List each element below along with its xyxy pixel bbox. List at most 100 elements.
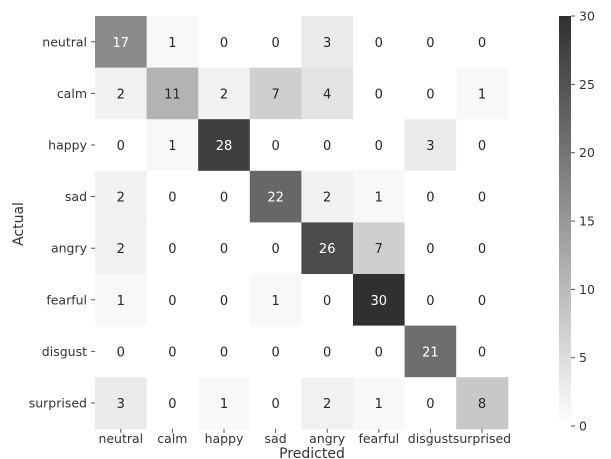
heatmap-cell (95, 16, 148, 69)
heatmap-cell (456, 170, 509, 223)
cell-value-label: 0 (478, 139, 486, 154)
heatmap-cell (353, 170, 406, 223)
cell-value-label: 0 (375, 36, 383, 51)
y-tick-label: surprised (29, 396, 87, 411)
colorbar-tick-label: 30 (579, 9, 595, 24)
colorbar-tick-label: 5 (579, 350, 587, 365)
x-tick-label: angry (309, 431, 346, 446)
heatmap-cell (249, 119, 302, 172)
heatmap-cell (146, 377, 199, 430)
heatmap-cell (198, 16, 251, 69)
heatmap-cell (456, 67, 509, 120)
x-tick-label: sad (265, 431, 287, 446)
heatmap-cell (249, 67, 302, 120)
cell-value-label: 0 (323, 345, 331, 360)
heatmap-cell (249, 274, 302, 327)
heatmap-cell (353, 16, 406, 69)
heatmap-cell (456, 16, 509, 69)
cell-value-label: 0 (117, 139, 125, 154)
x-tick-label: fearful (358, 431, 399, 446)
y-tick-label: neutral (42, 34, 87, 49)
heatmap-cell (95, 377, 148, 430)
heatmap-cell (404, 274, 457, 327)
cell-value-label: 0 (375, 139, 383, 154)
heatmap-cell (249, 170, 302, 223)
cell-value-label: 0 (271, 139, 279, 154)
cell-value-label: 2 (323, 191, 331, 206)
cell-value-label: 0 (271, 345, 279, 360)
heatmap-cell (249, 16, 302, 69)
x-tick-label: surprised (453, 431, 511, 446)
colorbar-ticks: 0 5 10 15 20 25 30 (571, 9, 595, 434)
heatmap-cell (404, 377, 457, 430)
cell-value-label: 0 (220, 191, 228, 206)
cell-value-label: 0 (426, 191, 434, 206)
heatmap-cell (353, 274, 406, 327)
cell-value-label: 0 (478, 242, 486, 257)
cell-value-label: 1 (220, 397, 228, 412)
heatmap-cell (301, 325, 354, 378)
heatmap-cell (95, 325, 148, 378)
cell-value-label: 0 (478, 345, 486, 360)
cell-value-label: 30 (371, 294, 388, 309)
cell-value-label: 2 (220, 87, 228, 102)
colorbar-tick-label: 20 (579, 145, 595, 160)
y-tick-labels: neutral calm happy sad angry fearful disgust su… (29, 34, 95, 411)
x-tick-label: neutral (98, 431, 143, 446)
cell-value-label: 7 (375, 242, 383, 257)
heatmap-cell (146, 16, 199, 69)
colorbar (559, 16, 571, 426)
cell-value-label: 0 (323, 294, 331, 309)
cell-value-label: 3 (117, 397, 125, 412)
cell-value-label: 21 (422, 345, 439, 360)
cell-value-label: 0 (271, 397, 279, 412)
cell-value-label: 17 (113, 36, 130, 51)
heatmap-cell (404, 170, 457, 223)
cell-value-label: 11 (164, 87, 181, 102)
y-tick-label: happy (48, 138, 87, 153)
heatmap-cell (301, 119, 354, 172)
heatmap-cell (146, 325, 199, 378)
cell-value-label: 0 (478, 36, 486, 51)
cell-value-label: 1 (375, 191, 383, 206)
heatmap-cell (353, 67, 406, 120)
colorbar-tick-label: 10 (579, 282, 595, 297)
heatmap-cell (95, 67, 148, 120)
y-tick-label: angry (51, 241, 88, 256)
heatmap-cell (198, 377, 251, 430)
heatmap-cell (249, 325, 302, 378)
heatmap-cell (353, 325, 406, 378)
heatmap-cell (404, 325, 457, 378)
y-tick-label: disgust (42, 344, 87, 359)
cell-value-label: 0 (168, 191, 176, 206)
x-tick-labels: neutral calm happy sad angry fearful disgust su… (98, 428, 511, 446)
cell-value-label: 0 (220, 36, 228, 51)
heatmap-cell (353, 377, 406, 430)
y-axis-label: Actual (11, 202, 27, 246)
colorbar-tick-label: 15 (579, 214, 595, 229)
cell-value-label: 1 (478, 87, 486, 102)
heatmap-cell (249, 377, 302, 430)
cell-value-label: 0 (426, 397, 434, 412)
cell-value-label: 0 (220, 345, 228, 360)
heatmap-cells: 17 1 0 0 3 0 0 02 11 2 7 4 0 0 10 1 28 0 0 0 3 02 0 0 22 2 1 0 02 0 0 0… (95, 16, 509, 430)
cell-value-label: 2 (323, 397, 331, 412)
colorbar-tick-label: 0 (579, 419, 587, 434)
x-axis-label: Predicted (279, 446, 345, 459)
cell-value-label: 0 (323, 139, 331, 154)
cell-value-label: 8 (478, 397, 486, 412)
heatmap-cell (456, 274, 509, 327)
cell-value-label: 0 (478, 191, 486, 206)
cell-value-label: 0 (426, 36, 434, 51)
cell-value-label: 1 (117, 294, 125, 309)
cell-value-label: 0 (271, 242, 279, 257)
cell-value-label: 4 (323, 87, 331, 102)
colorbar-tick-label: 25 (579, 77, 595, 92)
heatmap-cell (198, 119, 251, 172)
heatmap-cell (353, 119, 406, 172)
heatmap-cell (146, 170, 199, 223)
heatmap-cell (456, 222, 509, 275)
heatmap-cell (301, 222, 354, 275)
heatmap-cell (95, 274, 148, 327)
